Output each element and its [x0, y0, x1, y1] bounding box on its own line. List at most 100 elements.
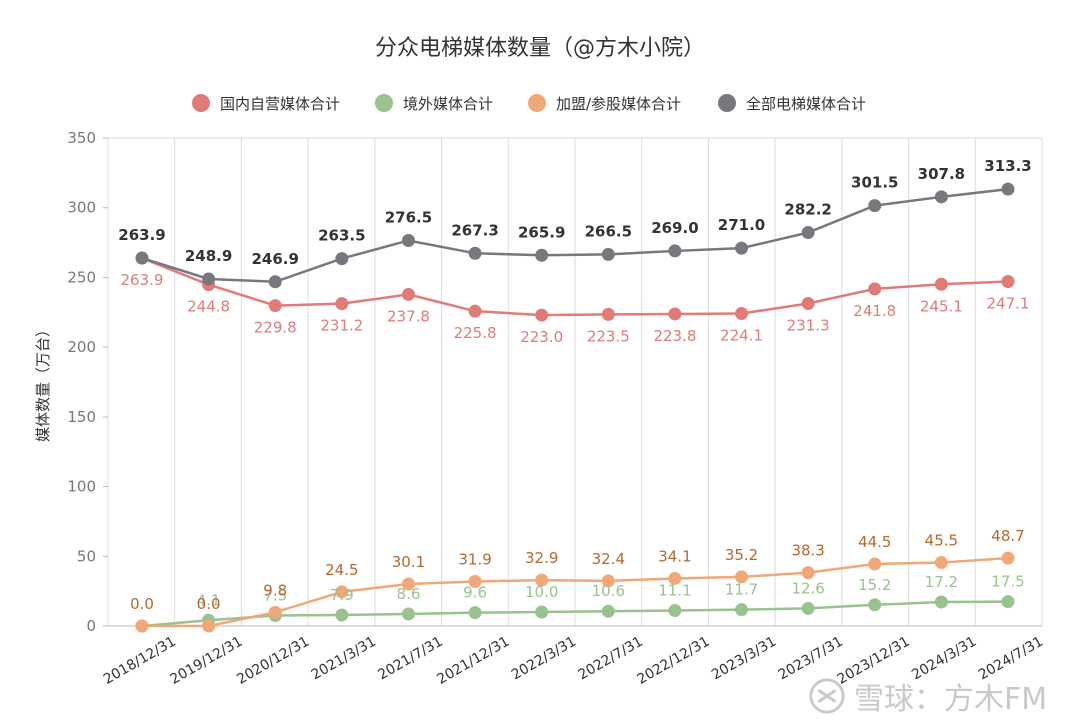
data-label-domestic: 223.0 [520, 328, 563, 346]
data-point-franchise [468, 575, 482, 589]
data-label-domestic: 241.8 [853, 302, 896, 320]
data-label-overseas: 12.6 [791, 579, 824, 597]
legend-item-franchise[interactable]: 加盟/参股媒体合计 [528, 90, 681, 116]
data-label-domestic: 224.1 [720, 327, 763, 345]
series-line-domestic [141, 256, 1009, 317]
data-point-domestic [401, 287, 415, 301]
data-label-total: 276.5 [385, 208, 432, 226]
data-label-total: 282.2 [784, 201, 831, 219]
data-label-overseas: 11.1 [658, 582, 691, 600]
data-point-franchise [868, 557, 882, 571]
data-point-overseas [335, 608, 349, 622]
data-label-total: 248.9 [185, 247, 232, 265]
data-point-total [401, 233, 415, 247]
data-label-franchise: 48.7 [991, 527, 1024, 545]
data-point-total [335, 252, 349, 266]
data-point-overseas [668, 604, 682, 618]
legend-dot-overseas [375, 94, 393, 112]
data-label-domestic: 231.3 [787, 317, 830, 335]
data-point-total [135, 251, 149, 265]
data-label-franchise: 9.8 [263, 581, 287, 599]
data-label-overseas: 10.0 [525, 583, 558, 601]
x-tick-label: 2019/12/31 [168, 634, 246, 688]
data-label-overseas: 11.7 [725, 581, 758, 599]
y-tick-label: 200 [67, 338, 96, 356]
legend-item-total[interactable]: 全部电梯媒体合计 [718, 90, 866, 116]
data-label-domestic: 225.8 [454, 324, 497, 342]
data-point-domestic [335, 297, 349, 311]
data-point-total [801, 226, 815, 240]
data-label-franchise: 35.2 [725, 546, 758, 564]
data-point-franchise [1001, 551, 1015, 565]
data-point-domestic [601, 307, 615, 321]
data-point-domestic [801, 297, 815, 311]
data-label-franchise: 32.4 [592, 550, 625, 568]
data-label-total: 266.5 [585, 222, 632, 240]
y-tick-label: 100 [67, 478, 96, 496]
x-tick-label: 2023/3/31 [709, 634, 779, 684]
data-label-total: 263.9 [118, 226, 165, 244]
series-line-franchise [142, 556, 1009, 628]
series-line-total [141, 187, 1009, 284]
data-point-total [535, 248, 549, 262]
x-tick-label: 2021/3/31 [309, 634, 379, 684]
data-point-overseas [1001, 595, 1015, 609]
data-point-franchise [601, 574, 615, 588]
legend-label-domestic: 国内自营媒体合计 [220, 94, 341, 113]
data-label-overseas: 8.6 [397, 585, 421, 603]
data-label-domestic: 263.9 [121, 271, 164, 289]
data-point-franchise [668, 571, 682, 585]
data-point-total [1001, 182, 1015, 196]
data-point-domestic [535, 308, 549, 322]
legend-item-overseas[interactable]: 境外媒体合计 [375, 90, 493, 116]
data-label-total: 267.3 [451, 221, 498, 239]
data-point-franchise [801, 566, 815, 580]
data-label-overseas: 17.5 [991, 573, 1024, 591]
data-label-total: 246.9 [252, 250, 299, 268]
data-point-domestic [1001, 274, 1015, 288]
legend-dot-total [718, 94, 736, 112]
y-tick-label: 0 [86, 617, 96, 635]
data-point-total [601, 247, 615, 261]
data-label-franchise: 38.3 [791, 542, 824, 560]
chart-title: 分众电梯媒体数量（@方木小院） [374, 36, 705, 61]
data-label-total: 313.3 [984, 157, 1031, 175]
y-tick-label: 300 [67, 199, 96, 217]
data-point-total [868, 199, 882, 213]
data-point-overseas [735, 603, 749, 617]
data-label-franchise: 32.9 [525, 549, 558, 567]
y-axis-label: 媒体数量（万台） [34, 322, 52, 442]
legend-label-franchise: 加盟/参股媒体合计 [556, 94, 682, 113]
data-label-domestic: 231.2 [320, 317, 363, 335]
legend-item-domestic[interactable]: 国内自营媒体合计 [192, 90, 340, 116]
data-point-total [202, 272, 216, 286]
data-point-total [668, 244, 682, 258]
data-label-total: 271.0 [718, 216, 765, 234]
data-label-franchise: 44.5 [858, 533, 891, 551]
data-point-franchise [934, 556, 948, 570]
y-tick-label: 50 [77, 547, 96, 565]
data-labels: 263.9 244.8 229.8 231.2 237.8 225.8 223.0 223.5… [118, 157, 1031, 613]
data-point-domestic [668, 307, 682, 321]
data-point-franchise [135, 619, 149, 633]
data-point-franchise [335, 585, 349, 599]
x-tick-label: 2022/12/31 [635, 634, 713, 688]
data-point-overseas [535, 605, 549, 619]
data-label-franchise: 34.1 [658, 547, 691, 565]
data-point-overseas [868, 598, 882, 612]
legend-dot-domestic [192, 94, 210, 112]
data-point-domestic [735, 307, 749, 321]
data-point-franchise [535, 573, 549, 587]
data-label-franchise: 45.5 [925, 532, 958, 550]
data-label-domestic: 247.1 [987, 294, 1030, 312]
data-label-franchise: 30.1 [392, 553, 425, 571]
x-tick-label: 2020/12/31 [234, 634, 312, 688]
data-point-domestic [468, 304, 482, 318]
legend-label-overseas: 境外媒体合计 [403, 94, 494, 113]
data-point-franchise [268, 605, 282, 619]
data-label-domestic: 244.8 [187, 298, 230, 316]
data-point-overseas [801, 601, 815, 615]
data-label-franchise: 24.5 [325, 561, 358, 579]
chart-legend: 国内自营媒体合计 境外媒体合计 加盟/参股媒体合计 全部电梯媒体合计 [0, 90, 1080, 116]
data-point-domestic [868, 282, 882, 296]
